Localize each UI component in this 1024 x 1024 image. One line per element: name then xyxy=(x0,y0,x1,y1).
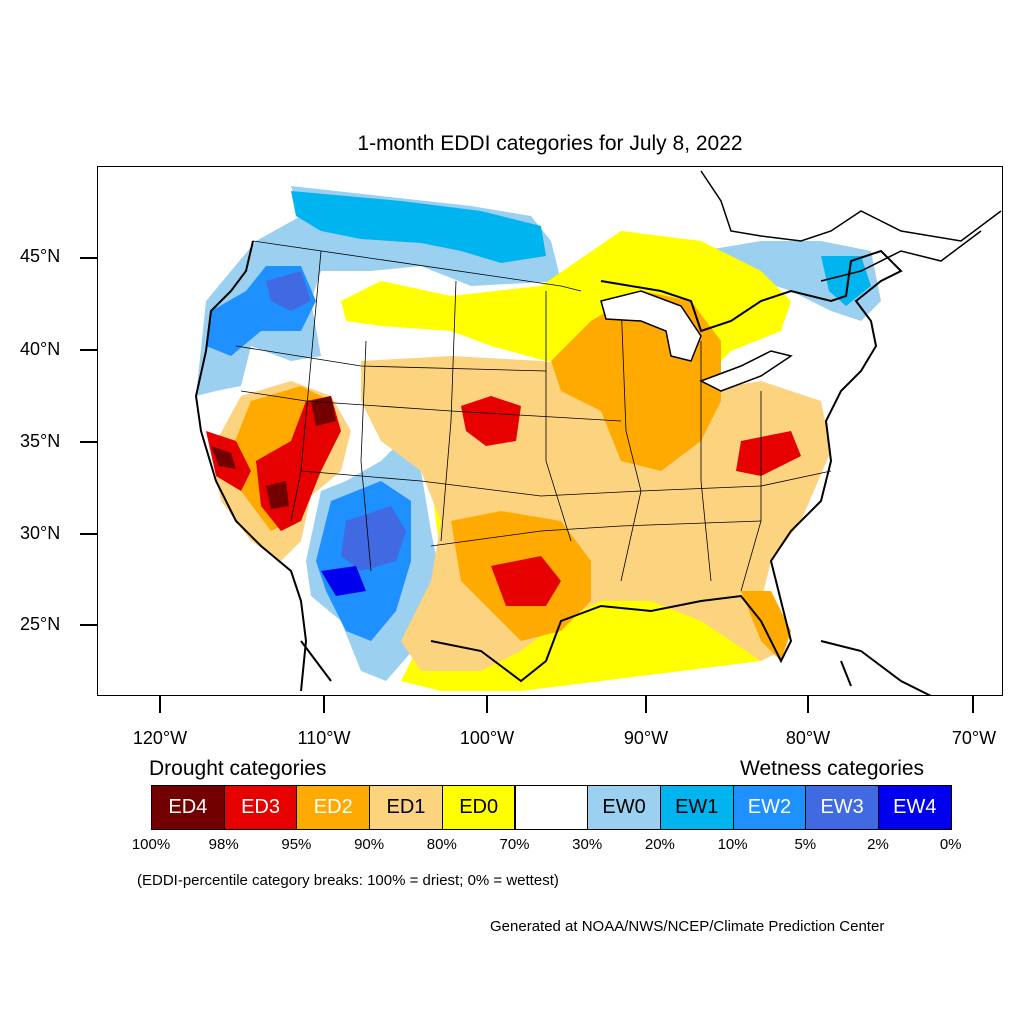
category-note: (EDDI-percentile category breaks: 100% =… xyxy=(137,872,559,889)
canada-coast xyxy=(700,170,1002,282)
lat-label-45: 45°N xyxy=(20,246,61,266)
dry-ed3-texas xyxy=(491,556,561,606)
lon-tick xyxy=(486,696,488,713)
legend-swatch-ew4: EW4 xyxy=(878,785,952,830)
wet-region-new-mexico xyxy=(341,506,406,571)
legend-break-label: 90% xyxy=(354,836,385,853)
legend-swatch-ed3: ED3 xyxy=(223,785,298,830)
legend-break-label: 80% xyxy=(426,836,457,853)
legend-swatch-ed2: ED2 xyxy=(296,785,371,830)
drought-heading: Drought categories xyxy=(149,757,327,780)
lat-tick xyxy=(80,349,97,351)
legend-break-label: 98% xyxy=(208,836,239,853)
lon-label-110: 110°W xyxy=(297,728,351,748)
lat-label-40: 40°N xyxy=(20,339,61,359)
legend-break-label: 70% xyxy=(499,836,530,853)
lat-label-30: 30°N xyxy=(20,523,61,543)
lon-label-90: 90°W xyxy=(623,728,669,748)
legend-swatch-ew2: EW2 xyxy=(732,785,807,830)
legend-swatch-ew1: EW1 xyxy=(659,785,734,830)
dry-ed4-california xyxy=(211,446,236,469)
dry-ed2-florida xyxy=(741,591,791,661)
credit-line: Generated at NOAA/NWS/NCEP/Climate Predi… xyxy=(490,918,885,935)
legend-swatch-ed4: ED4 xyxy=(151,785,225,830)
legend-break-label: 95% xyxy=(281,836,312,853)
legend-break-label: 2% xyxy=(867,836,889,853)
lon-label-120: 120°W xyxy=(132,728,188,748)
lon-tick xyxy=(807,696,809,713)
legend-swatch-neutral xyxy=(514,785,589,830)
legend-swatch-ew3: EW3 xyxy=(805,785,879,830)
map-canvas xyxy=(194,170,1002,695)
wet-region-north-blue xyxy=(291,191,546,263)
dry-ed3-nebraska xyxy=(461,396,521,446)
lon-label-100: 100°W xyxy=(459,728,515,748)
wet-region-maine xyxy=(821,256,871,306)
lon-tick xyxy=(972,696,974,713)
lat-tick xyxy=(80,257,97,259)
legend-swatch-ed0: ED0 xyxy=(441,785,516,830)
legend-break-label: 20% xyxy=(644,836,675,853)
lon-label-80: 80°W xyxy=(785,728,831,748)
great-lakes xyxy=(600,290,793,392)
us-coastline xyxy=(194,240,903,692)
dry-ed4-nevada xyxy=(266,481,289,509)
lat-label-35: 35°N xyxy=(20,431,61,451)
lon-tick xyxy=(645,696,647,713)
bahamas-cuba xyxy=(820,640,932,695)
lon-label-70: 70°W xyxy=(951,728,997,748)
lat-label-25: 25°N xyxy=(20,614,61,634)
legend-break-label: 10% xyxy=(717,836,748,853)
legend-break-label: 0% xyxy=(939,836,962,853)
map-title: 1-month EDDI categories for July 8, 2022 xyxy=(357,132,743,155)
dry-ed4-utah xyxy=(311,396,336,426)
legend-break-label: 100% xyxy=(131,836,171,853)
eddi-map xyxy=(97,166,1003,696)
lon-tick xyxy=(159,696,161,713)
legend-swatch-ew0: EW0 xyxy=(587,785,661,830)
wet-region-idaho-core xyxy=(266,271,311,311)
state-boundaries xyxy=(235,240,832,592)
legend-swatch-ed1: ED1 xyxy=(369,785,443,830)
lat-tick xyxy=(80,441,97,443)
lat-tick xyxy=(80,533,97,535)
legend-break-label: 5% xyxy=(794,836,817,853)
legend-break-label: 30% xyxy=(572,836,603,853)
wetness-heading: Wetness categories xyxy=(740,757,925,780)
wet-region-arizona-core xyxy=(321,566,366,596)
lat-tick xyxy=(80,624,97,626)
dry-ed3-virginia xyxy=(736,431,801,476)
lon-tick xyxy=(323,696,325,713)
